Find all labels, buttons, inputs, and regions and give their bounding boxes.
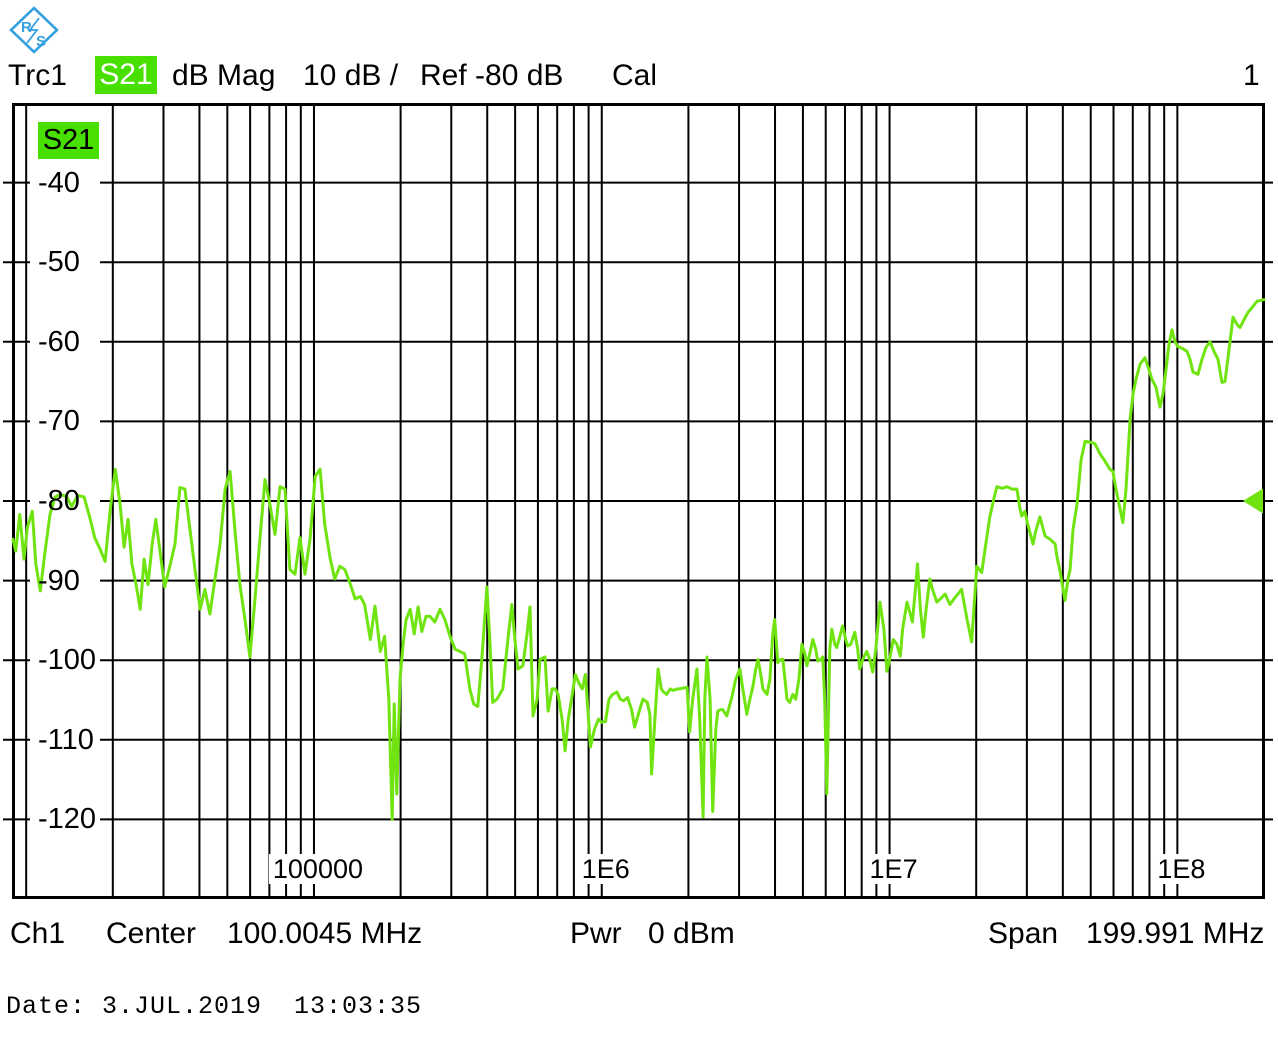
header-format[interactable]: dB Mag	[172, 59, 276, 92]
rs-logo-icon: R S	[9, 6, 59, 54]
x-tick-label: 1E6	[577, 854, 634, 884]
x-tick-label: 1E8	[1153, 854, 1210, 884]
y-tick-label: -120	[38, 803, 97, 836]
trace-label-badge: S21	[38, 122, 99, 159]
y-tick-label: -110	[38, 723, 94, 756]
window-number: 1	[1243, 59, 1260, 92]
svg-text:R: R	[21, 19, 32, 36]
ref-level-marker-icon[interactable]	[1243, 488, 1263, 514]
svg-text:S: S	[36, 33, 46, 50]
center-label: Center	[106, 917, 197, 950]
y-tick-label: -50	[38, 246, 80, 279]
channel-label[interactable]: Ch1	[10, 917, 66, 950]
rs-logo: R S	[8, 5, 60, 55]
pwr-value: 0 dBm	[648, 917, 735, 950]
header-measurement-chip[interactable]: S21	[95, 56, 157, 94]
y-tick-label: -40	[38, 166, 80, 199]
center-value: 100.0045 MHz	[227, 917, 423, 950]
y-tick-label: -100	[38, 644, 97, 677]
x-tick-label: 1E7	[865, 854, 922, 884]
header-scale[interactable]: 10 dB /	[303, 59, 399, 92]
span-value: 199.991 MHz	[1086, 917, 1265, 950]
x-tick-label: 100000	[268, 854, 368, 884]
span-label: Span	[988, 917, 1059, 950]
y-tick-label: -80	[38, 485, 80, 517]
y-tick-label: -70	[38, 405, 80, 438]
trace-s21	[11, 298, 1266, 821]
header-reference[interactable]: Ref -80 dB	[420, 59, 564, 92]
header-cal-flag: Cal	[612, 59, 658, 92]
date-time-stamp: Date: 3.JUL.2019 13:03:35	[6, 992, 423, 1021]
y-tick-label: -90	[38, 564, 80, 597]
y-tick-label: -60	[38, 325, 80, 358]
pwr-label: Pwr	[570, 917, 622, 950]
plot-border	[12, 103, 1265, 899]
header-trace-name[interactable]: Trc1	[8, 59, 67, 92]
